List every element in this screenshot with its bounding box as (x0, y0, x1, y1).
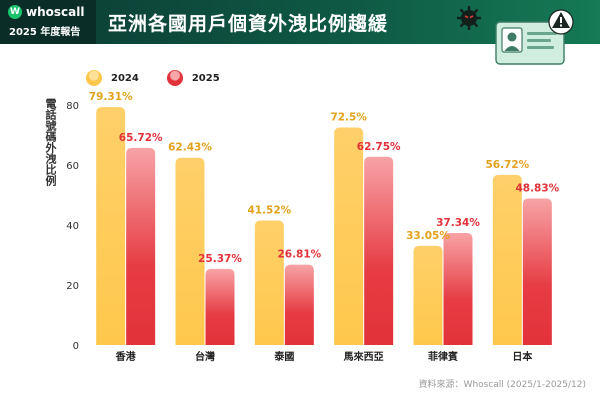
legend-item-2024: 2024 (86, 70, 139, 86)
data-label-2025-5: 48.83% (515, 183, 559, 195)
x-category-label: 泰國 (273, 350, 294, 363)
data-source-note: 資料來源：Whoscall (2025/1-2025/12) (418, 380, 586, 390)
legend-label-2024: 2024 (111, 72, 139, 84)
data-label-2024-2: 41.52% (247, 204, 291, 216)
data-label-2024-0: 79.31% (89, 91, 133, 103)
y-tick-label: 20 (66, 281, 79, 292)
bar-2024-5 (492, 174, 522, 345)
data-label-2025-0: 65.72% (119, 132, 163, 144)
data-label-2025-3: 62.75% (357, 141, 401, 153)
data-label-2024-3: 72.5% (330, 112, 367, 124)
bar-2025-3 (364, 156, 394, 345)
legend-label-2025: 2025 (191, 72, 220, 84)
bar-2024-4 (413, 245, 443, 345)
bar-2024-3 (334, 127, 364, 345)
bar-2024-1 (175, 157, 205, 345)
brand-name: whoscall (26, 5, 85, 19)
report-header: W whoscall 2025 年度報告 亞洲各國用戶個資外洩比例趨緩 (0, 0, 600, 65)
bar-2025-2 (284, 264, 314, 345)
data-label-2024-4: 33.05% (406, 230, 450, 242)
bar-2024-0 (96, 107, 126, 345)
data-label-2025-1: 25.37% (198, 253, 242, 265)
virus-icon (457, 6, 481, 30)
y-tick-label: 60 (66, 161, 79, 172)
whoscall-logo-icon: W (8, 5, 22, 19)
y-tick-label: 0 (73, 341, 79, 352)
data-label-2024-1: 62.43% (168, 142, 212, 154)
brand-block: W whoscall 2025 年度報告 (0, 0, 96, 44)
brand-logo: W whoscall (8, 4, 84, 20)
x-category-label: 台灣 (195, 350, 215, 363)
data-label-2025-4: 37.34% (436, 217, 480, 229)
bar-2025-5 (522, 198, 552, 345)
bar-2024-2 (254, 220, 284, 345)
bar-2025-4 (443, 232, 473, 345)
data-label-2024-5: 56.72% (485, 159, 529, 171)
bar-2025-0 (126, 147, 156, 345)
legend-swatch-2025 (166, 70, 183, 86)
y-axis-label: 電話號碼外洩比例 (44, 98, 57, 186)
y-tick-label: 40 (66, 221, 79, 232)
legend-swatch-2024 (86, 70, 102, 86)
id-card-warning-icon (495, 9, 574, 65)
x-category-label: 菲律賓 (428, 350, 458, 363)
x-category-label: 日本 (512, 350, 533, 363)
x-category-label: 馬來西亞 (344, 350, 384, 363)
chart-legend: 2024 2025 (86, 70, 248, 86)
y-tick-label: 80 (66, 101, 79, 112)
legend-item-2025: 2025 (166, 70, 220, 86)
bar-2025-1 (205, 268, 235, 345)
data-label-2025-2: 26.81% (277, 249, 321, 261)
page-title: 亞洲各國用戶個資外洩比例趨緩 (108, 13, 389, 35)
x-category-label: 香港 (116, 350, 137, 363)
report-label: 2025 年度報告 (9, 27, 81, 38)
